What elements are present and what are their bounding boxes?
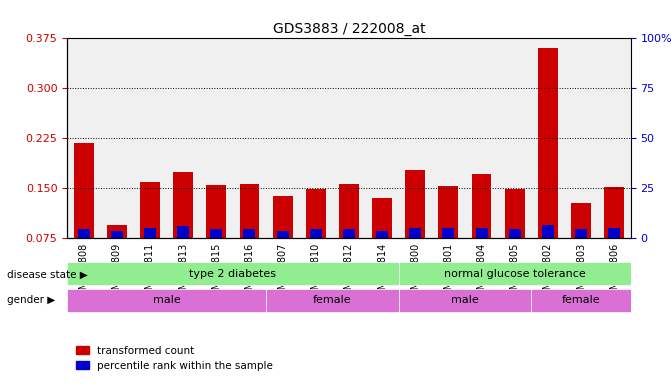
Bar	[509, 229, 521, 238]
Bar	[339, 184, 359, 238]
Bar	[399, 289, 531, 312]
Bar	[177, 226, 189, 238]
Text: male: male	[153, 295, 180, 306]
Text: disease state ▶: disease state ▶	[7, 270, 87, 280]
Bar	[608, 228, 620, 238]
Text: male: male	[451, 295, 479, 306]
Text: type 2 diabetes: type 2 diabetes	[189, 268, 276, 279]
Legend: transformed count, percentile rank within the sample: transformed count, percentile rank withi…	[72, 341, 277, 375]
Title: GDS3883 / 222008_at: GDS3883 / 222008_at	[272, 22, 425, 36]
Bar	[505, 189, 525, 238]
Bar	[376, 232, 388, 238]
Bar	[78, 229, 90, 238]
Bar	[310, 229, 321, 238]
Bar	[276, 232, 289, 238]
Bar	[399, 262, 631, 285]
Text: female: female	[562, 295, 601, 306]
Bar	[343, 229, 355, 238]
Bar	[438, 186, 458, 238]
Bar	[244, 229, 256, 238]
Bar	[472, 174, 491, 238]
Text: female: female	[313, 295, 352, 306]
Bar	[266, 289, 399, 312]
Bar	[542, 225, 554, 238]
Bar	[173, 172, 193, 238]
Bar	[67, 289, 266, 312]
Bar	[67, 262, 399, 285]
Bar	[272, 196, 293, 238]
Bar	[571, 203, 591, 238]
Bar	[405, 169, 425, 238]
Bar	[575, 229, 587, 238]
Bar	[409, 228, 421, 238]
Bar	[604, 187, 624, 238]
Text: gender ▶: gender ▶	[7, 295, 55, 305]
Bar	[107, 225, 127, 238]
Bar	[531, 289, 631, 312]
Bar	[140, 182, 160, 238]
Bar	[306, 189, 325, 238]
Bar	[442, 228, 454, 238]
Bar	[372, 198, 392, 238]
Bar	[210, 229, 222, 238]
Bar	[111, 232, 123, 238]
Bar	[538, 48, 558, 238]
Bar	[476, 228, 488, 238]
Bar	[74, 143, 94, 238]
Text: normal glucose tolerance: normal glucose tolerance	[444, 268, 586, 279]
Bar	[144, 228, 156, 238]
Bar	[207, 185, 226, 238]
Bar	[240, 184, 260, 238]
